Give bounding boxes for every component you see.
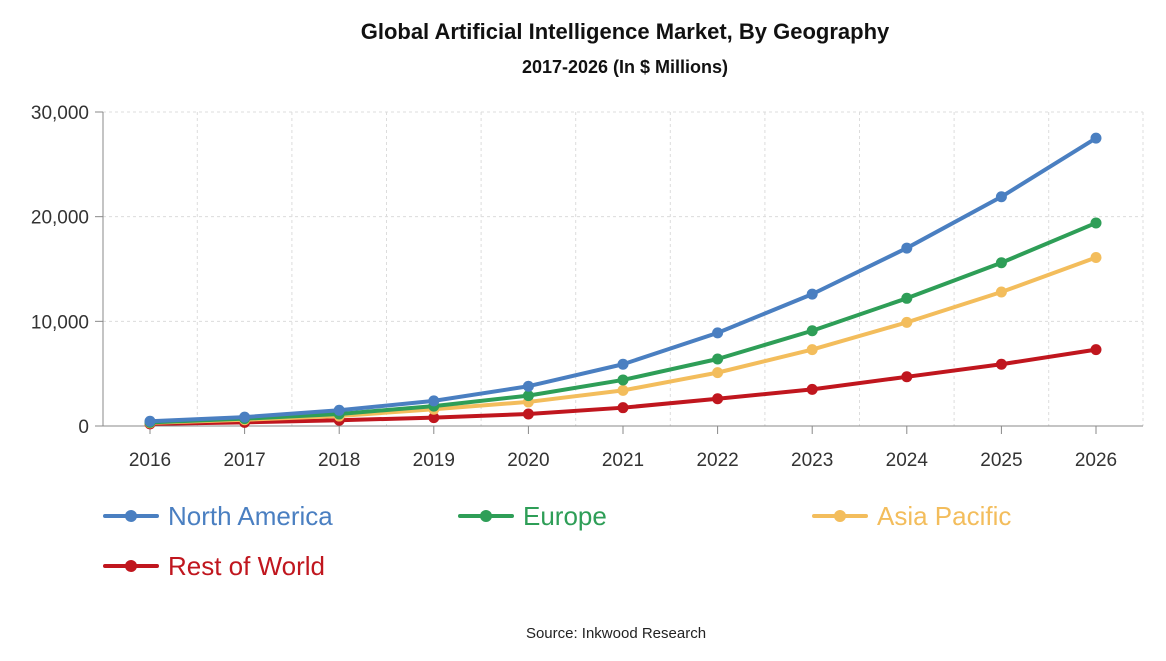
x-tick-label: 2017 <box>223 450 265 471</box>
data-point-north-america <box>428 395 440 407</box>
x-tick-label: 2020 <box>507 450 549 471</box>
data-point-north-america <box>239 411 251 423</box>
legend-label-asia-pacific: Asia Pacific <box>877 501 1011 531</box>
legend-marker-rest-of-world <box>125 560 137 572</box>
data-point-north-america <box>617 358 629 370</box>
data-point-north-america <box>1090 132 1102 144</box>
legend: North America Europe Asia Pacific Rest of W… <box>103 501 1011 581</box>
source-note: Source: Inkwood Research <box>526 625 706 642</box>
y-tick-label: 10,000 <box>31 312 89 333</box>
data-point-europe <box>995 257 1007 269</box>
y-tick-label: 0 <box>78 417 89 438</box>
chart-title: Global Artificial Intelligence Market, B… <box>361 19 890 44</box>
data-point-europe <box>901 292 913 304</box>
data-point-rest-of-world <box>712 393 724 405</box>
data-point-rest-of-world <box>617 402 629 414</box>
x-tick-label: 2023 <box>791 450 833 471</box>
chart-subtitle: 2017-2026 (In $ Millions) <box>522 57 728 77</box>
legend-label-rest-of-world: Rest of World <box>168 551 325 581</box>
y-tick-label: 30,000 <box>31 103 89 124</box>
data-point-asia-pacific <box>1090 251 1102 263</box>
data-point-north-america <box>712 327 724 339</box>
data-point-rest-of-world <box>995 358 1007 370</box>
data-point-asia-pacific <box>901 316 913 328</box>
data-point-north-america <box>144 415 156 427</box>
legend-marker-north-america <box>125 510 137 522</box>
data-point-asia-pacific <box>995 286 1007 298</box>
legend-marker-europe <box>480 510 492 522</box>
x-tick-label: 2022 <box>696 450 738 471</box>
x-tick-label: 2024 <box>886 450 929 471</box>
x-tick-label: 2016 <box>129 450 171 471</box>
data-point-europe <box>1090 217 1102 229</box>
data-point-europe <box>522 390 534 402</box>
axis-layer: 0 10,000 20,000 30,000 2016 2017 2018 2019 2020 2… <box>31 103 1143 471</box>
y-tick-label: 20,000 <box>31 208 89 229</box>
legend-marker-asia-pacific <box>834 510 846 522</box>
x-tick-label: 2019 <box>413 450 455 471</box>
data-point-asia-pacific <box>617 384 629 396</box>
data-point-europe <box>617 374 629 386</box>
data-point-rest-of-world <box>806 383 818 395</box>
data-point-north-america <box>995 191 1007 203</box>
legend-label-europe: Europe <box>523 501 607 531</box>
data-point-rest-of-world <box>522 408 534 420</box>
x-tick-label: 2018 <box>318 450 360 471</box>
data-point-north-america <box>333 404 345 416</box>
data-point-rest-of-world <box>1090 344 1102 356</box>
series-layer <box>144 132 1102 430</box>
data-point-north-america <box>522 380 534 392</box>
grid-layer <box>103 111 1144 426</box>
data-point-europe <box>712 353 724 365</box>
x-tick-label: 2021 <box>602 450 644 471</box>
data-point-north-america <box>901 242 913 254</box>
data-point-europe <box>806 325 818 337</box>
data-point-north-america <box>806 288 818 300</box>
x-tick-label: 2025 <box>980 450 1022 471</box>
data-point-rest-of-world <box>901 371 913 383</box>
data-point-asia-pacific <box>806 344 818 356</box>
data-point-asia-pacific <box>712 367 724 379</box>
x-tick-label: 2026 <box>1075 450 1117 471</box>
data-point-rest-of-world <box>428 412 440 424</box>
legend-label-north-america: North America <box>168 501 333 531</box>
